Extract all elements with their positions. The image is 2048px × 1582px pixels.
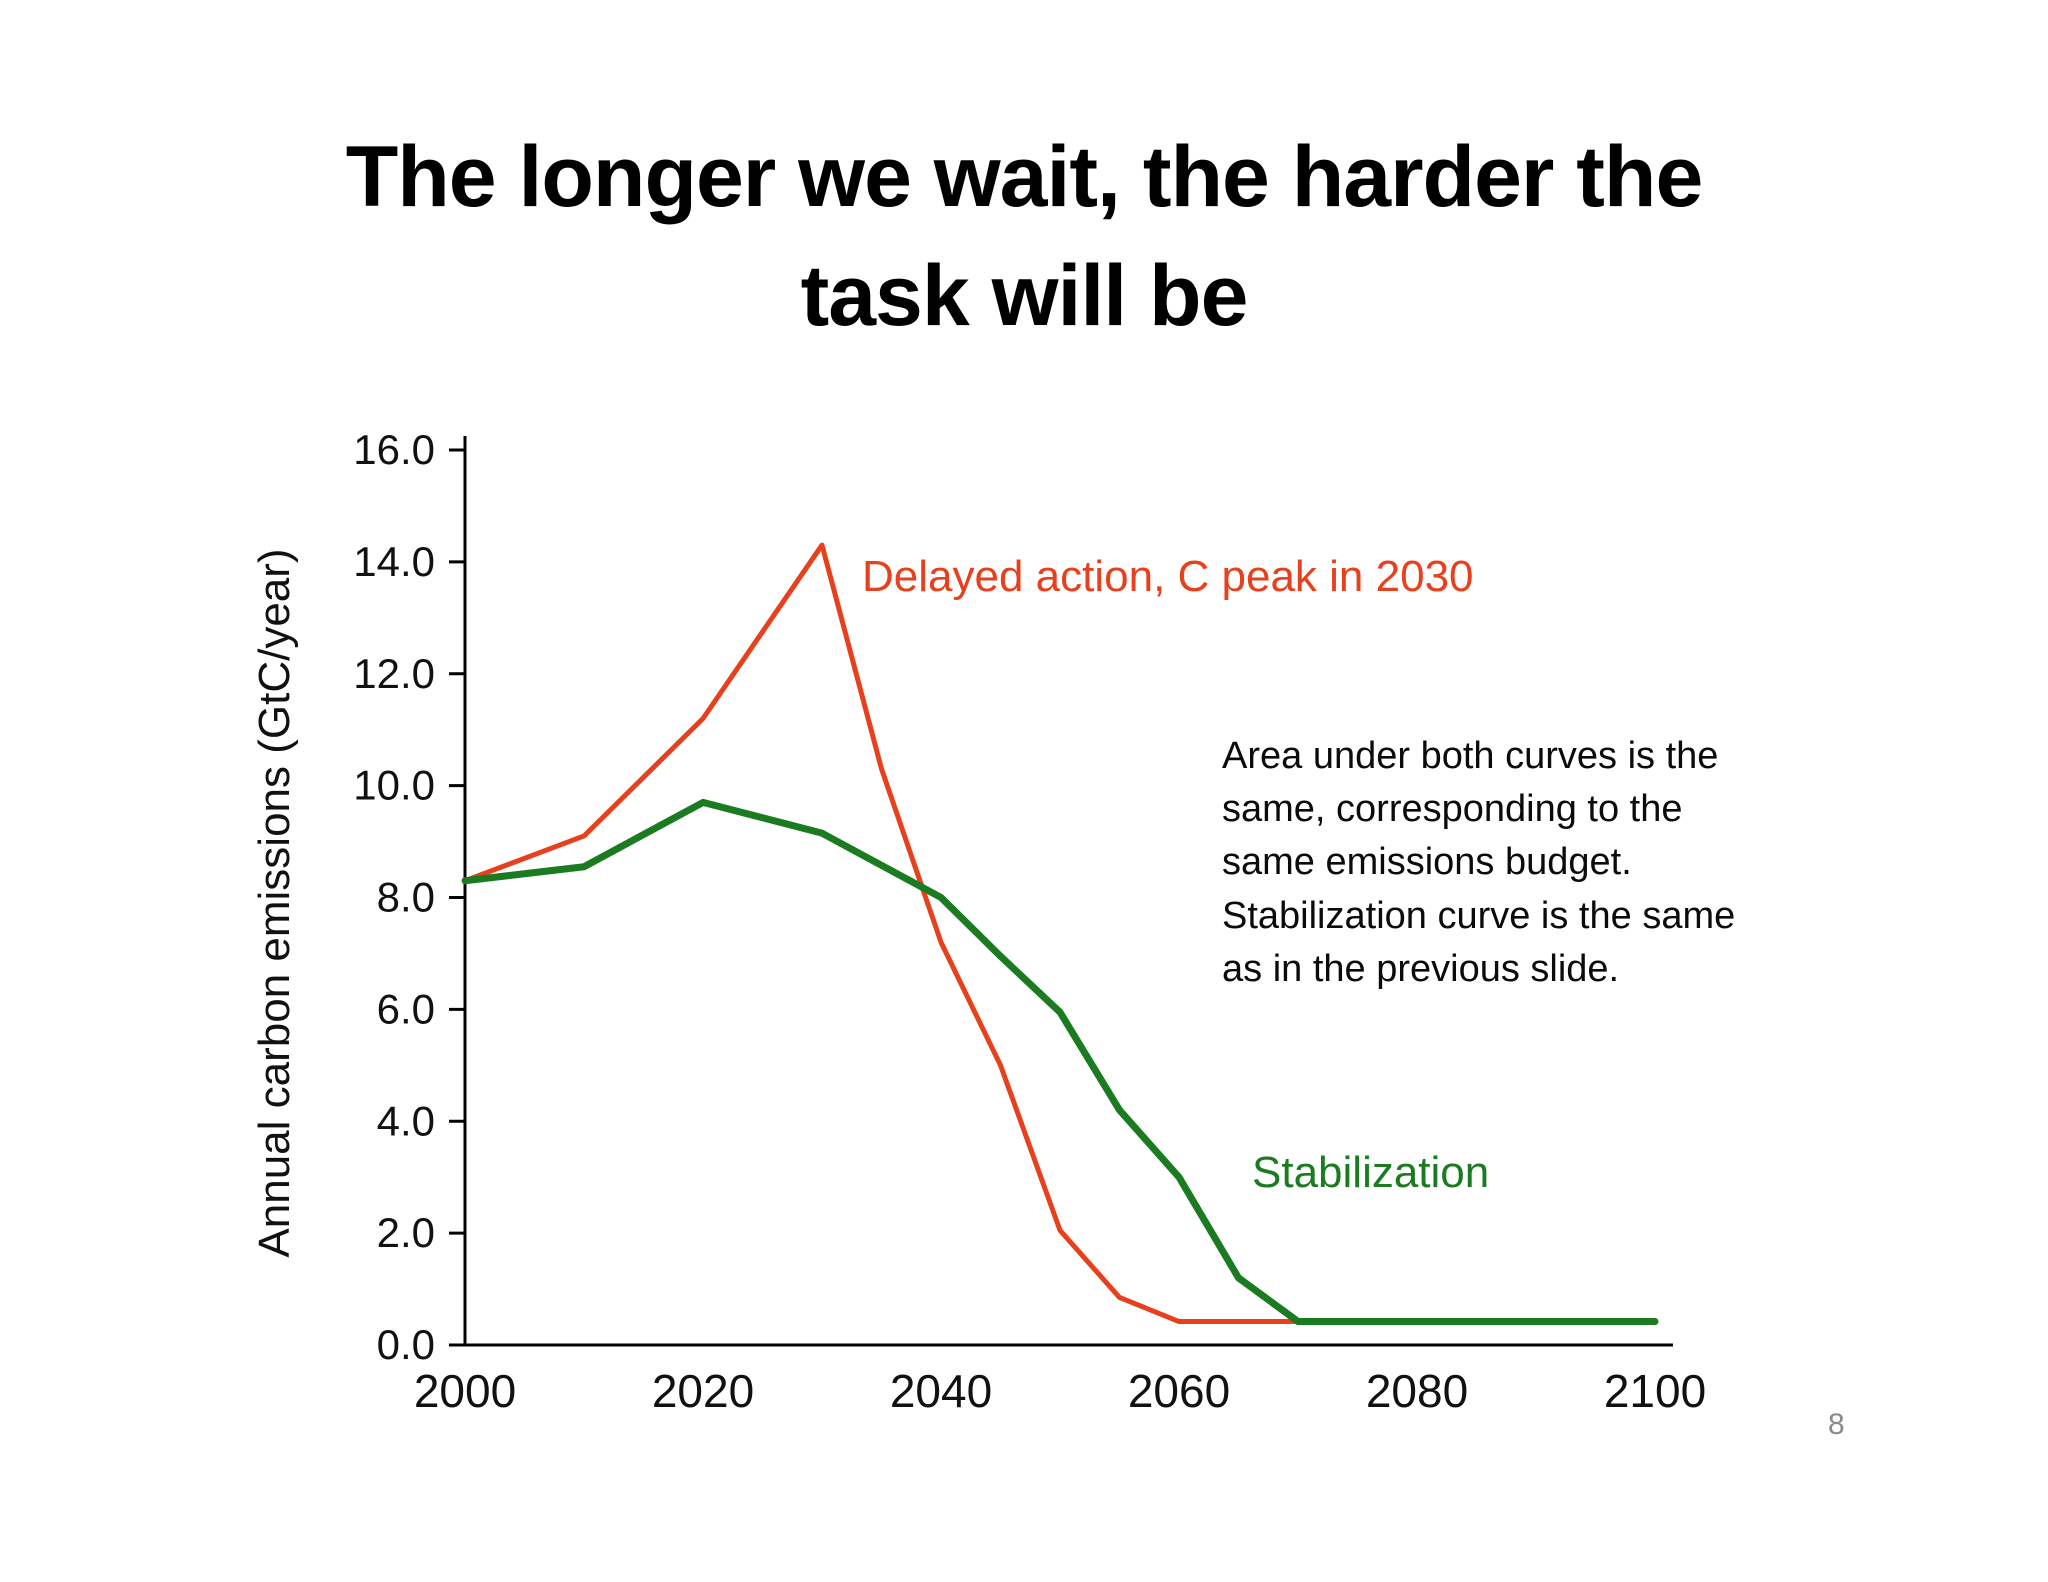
y-tick-label: 6.0 <box>377 985 435 1032</box>
series-line-delayed-action <box>462 542 1658 1325</box>
y-tick-label: 12.0 <box>353 650 435 697</box>
x-tick-label: 2080 <box>1366 1365 1468 1417</box>
annotation-text: Area under both curves is the same, corr… <box>1222 735 1736 990</box>
page-number: 8 <box>1828 1408 1845 1441</box>
y-tick-label: 10.0 <box>353 762 435 809</box>
series-line-stabilization <box>461 798 1659 1326</box>
y-tick-label: 4.0 <box>377 1097 435 1144</box>
y-axis-title: Annual carbon emissions (GtC/year) <box>250 548 299 1258</box>
x-tick-label: 2020 <box>652 1365 754 1417</box>
y-tick-label: 0.0 <box>377 1321 435 1368</box>
delayed-action-label: Delayed action, C peak in 2030 <box>862 552 1474 601</box>
x-tick-label: 2060 <box>1128 1365 1230 1417</box>
y-tick-label: 2.0 <box>377 1209 435 1256</box>
x-tick-label: 2100 <box>1604 1365 1706 1417</box>
slide-title: The longer we wait, the harder the task … <box>345 129 1704 344</box>
y-tick-label: 16.0 <box>353 426 435 473</box>
x-tick-label: 2000 <box>414 1365 516 1417</box>
y-tick-label: 14.0 <box>353 538 435 585</box>
stabilization-label: Stabilization <box>1252 1148 1490 1197</box>
y-tick-label: 8.0 <box>377 874 435 921</box>
x-tick-label: 2040 <box>890 1365 992 1417</box>
